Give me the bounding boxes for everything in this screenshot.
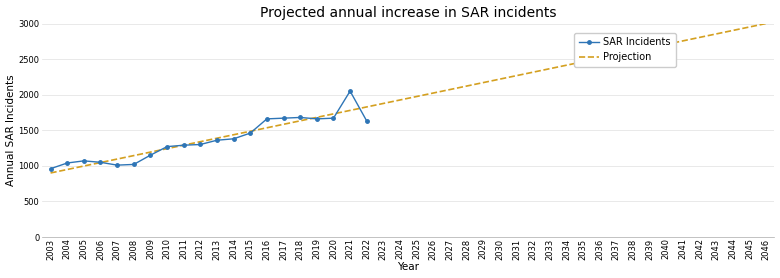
SAR Incidents	[196, 143, 205, 146]
SAR Incidents	[62, 161, 72, 165]
Line: SAR Incidents: SAR Incidents	[49, 90, 368, 170]
SAR Incidents	[79, 159, 88, 163]
SAR Incidents	[329, 116, 339, 120]
SAR Incidents	[246, 131, 255, 135]
SAR Incidents	[146, 153, 155, 157]
SAR Incidents	[179, 143, 188, 147]
Legend: SAR Incidents, Projection: SAR Incidents, Projection	[574, 33, 675, 67]
SAR Incidents	[229, 137, 238, 140]
SAR Incidents	[112, 163, 122, 167]
Title: Projected annual increase in SAR incidents: Projected annual increase in SAR inciden…	[260, 6, 557, 19]
X-axis label: Year: Year	[397, 262, 420, 272]
SAR Incidents	[262, 117, 271, 121]
SAR Incidents	[162, 145, 172, 148]
SAR Incidents	[279, 116, 289, 120]
SAR Incidents	[362, 119, 371, 123]
SAR Incidents	[46, 167, 55, 170]
SAR Incidents	[212, 138, 222, 142]
SAR Incidents	[96, 161, 105, 164]
SAR Incidents	[129, 163, 138, 166]
SAR Incidents	[346, 90, 355, 93]
SAR Incidents	[296, 116, 305, 119]
SAR Incidents	[312, 117, 321, 121]
Y-axis label: Annual SAR Incidents: Annual SAR Incidents	[5, 75, 16, 186]
